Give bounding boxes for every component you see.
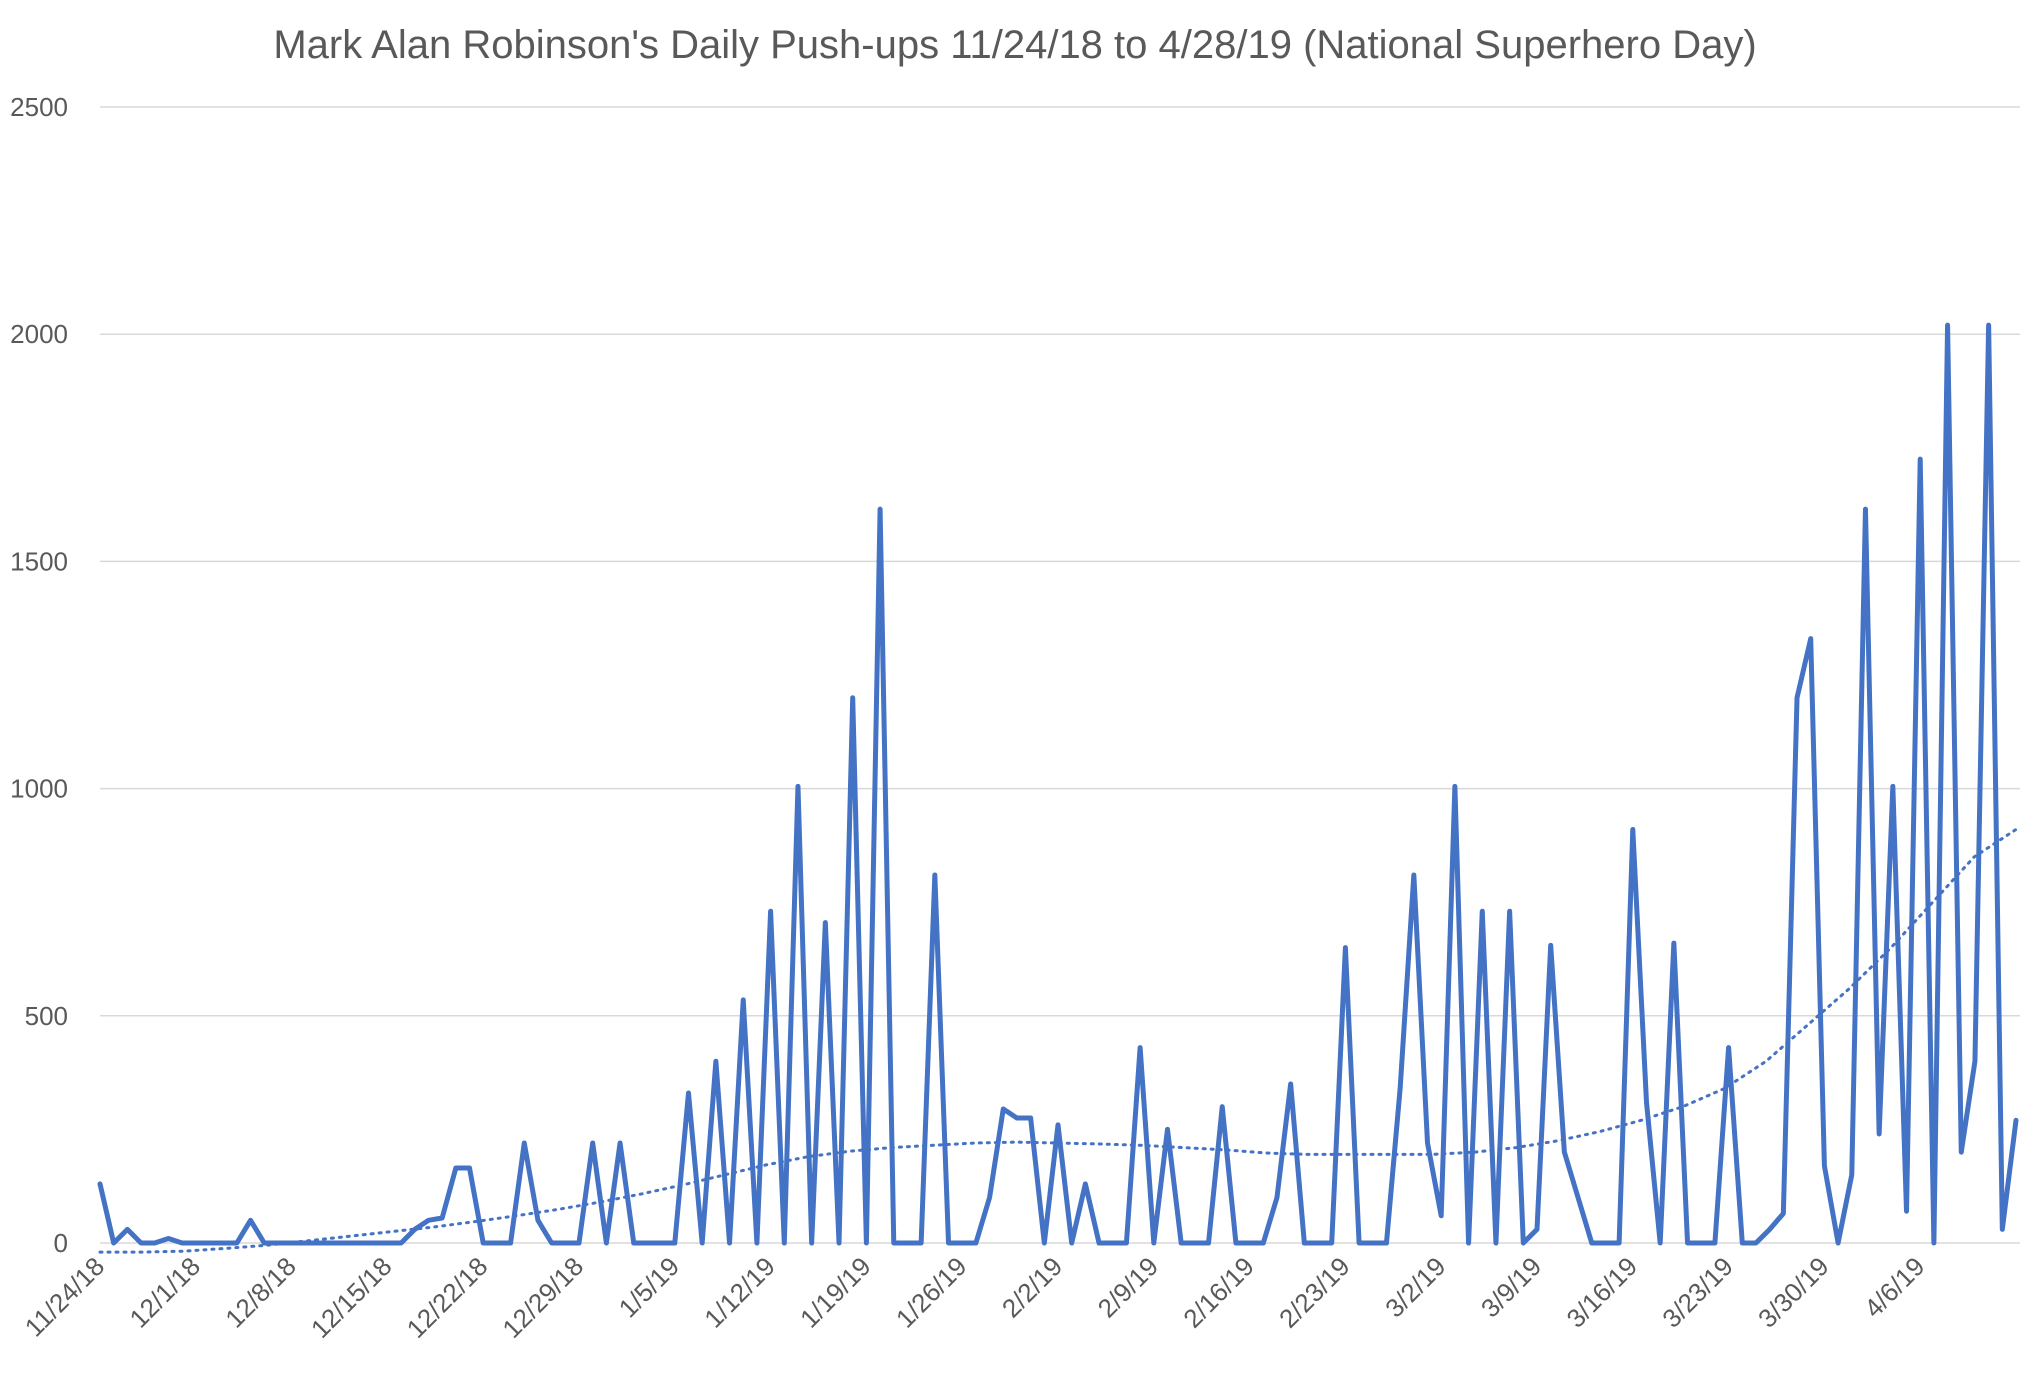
series-line — [97, 322, 2019, 1246]
x-tick-label: 12/1/18 — [123, 1251, 206, 1334]
chart-title: Mark Alan Robinson's Daily Push-ups 11/2… — [273, 23, 1756, 67]
y-tick-label: 2500 — [10, 92, 68, 122]
x-tick-label: 2/16/19 — [1177, 1251, 1260, 1334]
x-tick-label: 11/24/18 — [19, 1251, 110, 1342]
y-tick-label: 2000 — [10, 319, 68, 349]
x-tick-label: 1/19/19 — [794, 1251, 877, 1334]
y-tick-label: 500 — [25, 1001, 68, 1031]
x-tick-label: 3/2/19 — [1379, 1251, 1451, 1323]
x-tick-label: 2/2/19 — [996, 1251, 1068, 1323]
x-tick-label: 3/16/19 — [1560, 1251, 1643, 1334]
x-tick-label: 3/23/19 — [1656, 1251, 1739, 1334]
x-tick-label: 12/29/18 — [496, 1251, 589, 1344]
y-tick-label: 1500 — [10, 546, 68, 576]
x-tick-label: 12/22/18 — [401, 1251, 494, 1344]
y-tick-label: 0 — [54, 1228, 68, 1258]
x-tick-label: 1/26/19 — [890, 1251, 973, 1334]
x-tick-label: 2/23/19 — [1273, 1251, 1356, 1334]
x-tick-label: 12/15/18 — [305, 1251, 398, 1344]
trendline-line — [98, 828, 2018, 1254]
x-tick-label: 1/12/19 — [698, 1251, 781, 1334]
y-axis-ticks: 0 500 1000 1500 2000 2500 — [10, 92, 68, 1258]
x-axis-ticks: 11/24/18 12/1/18 12/8/18 12/15/18 12/22/18 12… — [19, 1251, 1931, 1344]
x-tick-label: 12/8/18 — [219, 1251, 302, 1334]
x-tick-label: 4/6/19 — [1858, 1251, 1930, 1323]
x-tick-label: 1/5/19 — [613, 1251, 685, 1323]
x-tick-label: 2/9/19 — [1092, 1251, 1164, 1323]
x-tick-label: 3/30/19 — [1752, 1251, 1835, 1334]
series — [97, 322, 2019, 1246]
y-tick-label: 1000 — [10, 774, 68, 804]
trendline — [98, 828, 2018, 1254]
x-tick-label: 3/9/19 — [1475, 1251, 1547, 1323]
